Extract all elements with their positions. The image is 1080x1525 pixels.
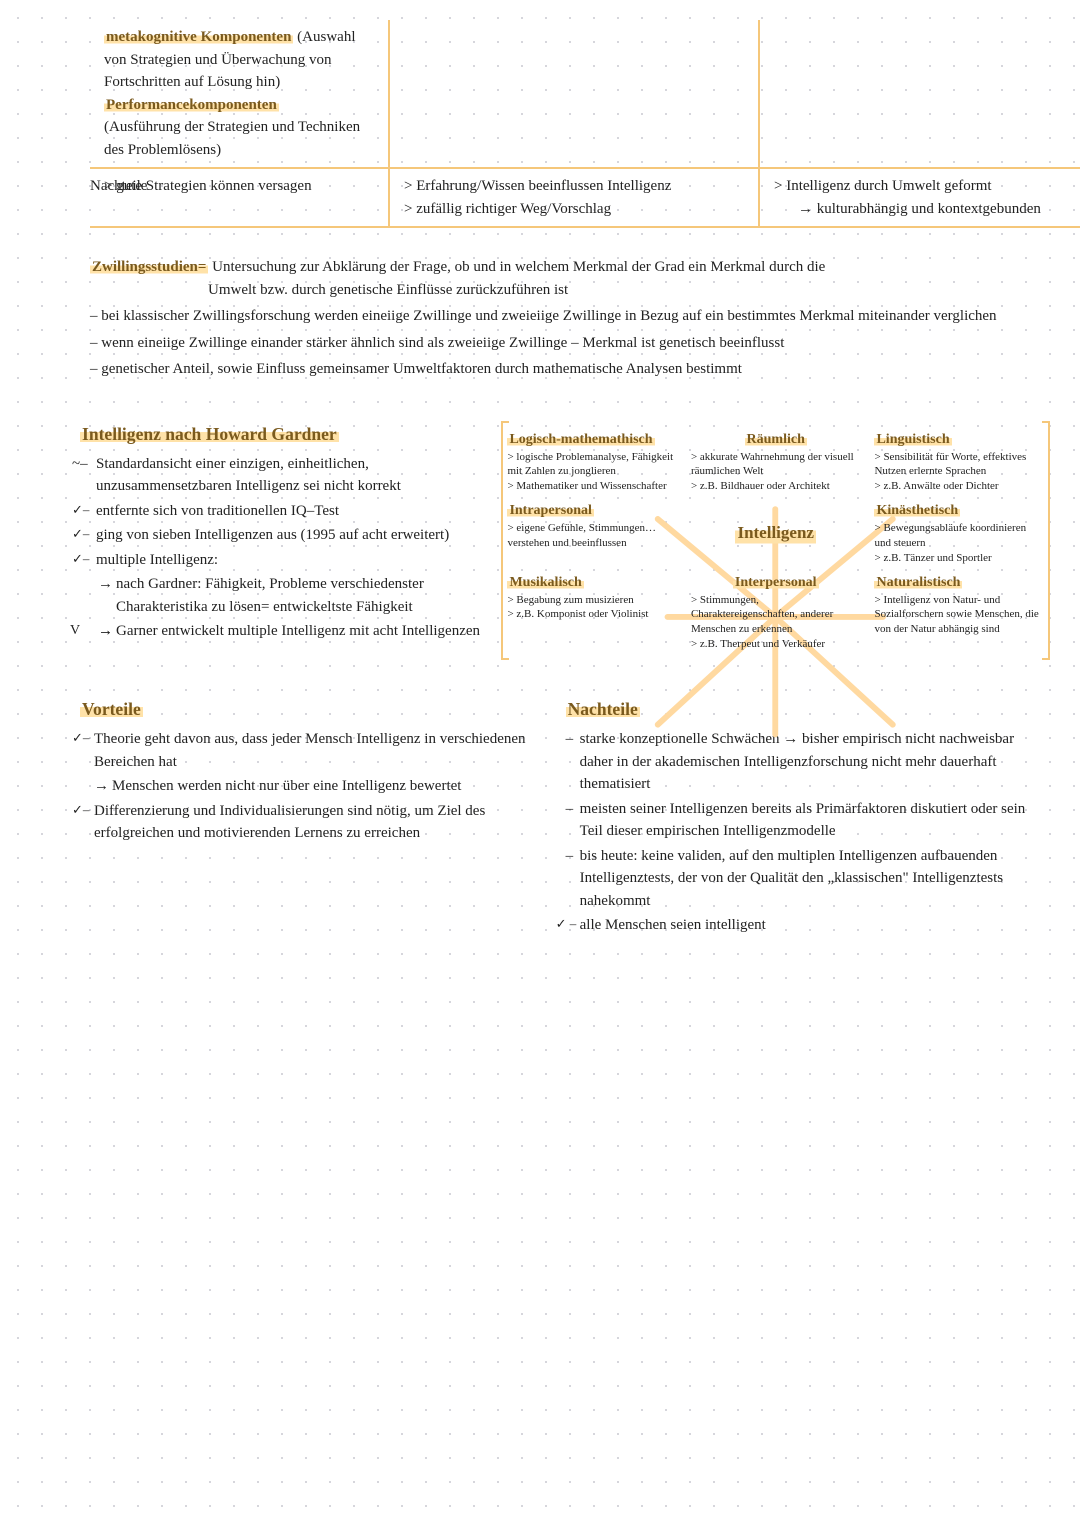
cell-naturalistisch: Naturalistisch Intelligenz von Natur- un… xyxy=(874,572,1044,652)
g-i1: Standardansicht einer einzigen, einheitl… xyxy=(80,453,481,498)
gardner-title: Intelligenz nach Howard Gardner xyxy=(80,424,339,444)
g-i3: ging von sieben Intelligenzen aus (1995 … xyxy=(80,524,481,547)
interpersonal-l2: z.B. Therpeut und Verkäufer xyxy=(691,637,861,652)
kinaesthetisch-l2: z.B. Tänzer und Sportler xyxy=(874,551,1044,566)
cell-logisch: Logisch-mathemathisch logische Probleman… xyxy=(507,429,677,495)
zw-b1: bei klassischer Zwillingsforschung werde… xyxy=(90,305,1020,328)
cell-r1c1: metakognitive Komponenten (Auswahl von S… xyxy=(90,20,390,169)
cell-intrapersonal: Intrapersonal eigene Gefühle, Stimmungen… xyxy=(507,500,677,566)
center-label: Intelligenz xyxy=(735,520,816,546)
top-table-row2: Nachteile gute Strategien können versage… xyxy=(90,169,1050,228)
logisch-l1: logische Problemanalyse, Fähigkeit mit Z… xyxy=(507,450,677,480)
t-naturalistisch: Naturalistisch xyxy=(874,575,962,590)
raeumlich-l1: akkurate Wahrnehmung der visuell räumlic… xyxy=(691,450,861,480)
v-i1s: Menschen werden nicht nur über eine Inte… xyxy=(80,775,526,798)
vorteile-title: Vorteile xyxy=(80,699,143,719)
v-i1: Theorie geht davon aus, dass jeder Mensc… xyxy=(80,728,526,773)
row-label-nachteile: Nachteile xyxy=(90,175,147,198)
gardner-wrap: Intelligenz nach Howard Gardner Standard… xyxy=(80,421,1050,660)
cell-linguistisch: Linguistisch Sensibilität für Worte, eff… xyxy=(874,429,1044,495)
r2c2a: Erfahrung/Wissen beeinflussen Intelligen… xyxy=(404,175,744,198)
cell-musikalisch: Musikalisch Begabung zum musizieren z.B.… xyxy=(507,572,677,652)
r2c2b: zufällig richtiger Weg/Vorschlag xyxy=(404,198,744,221)
t-kinaesthetisch: Kinästhetisch xyxy=(874,503,960,518)
g-sub2-text: Garner entwickelt multiple Intelligenz m… xyxy=(116,623,480,639)
g-i4: multiple Intelligenz: xyxy=(80,549,481,572)
t-intrapersonal: Intrapersonal xyxy=(507,503,593,518)
cell-center: Intelligenz xyxy=(691,500,861,566)
star-grid: Logisch-mathemathisch logische Probleman… xyxy=(507,429,1044,652)
g-i2: entfernte sich von traditionellen IQ–Tes… xyxy=(80,500,481,523)
v-i2: Differenzierung und Individualisierungen… xyxy=(80,800,526,845)
cell-r2c2: Erfahrung/Wissen beeinflussen Intelligen… xyxy=(390,169,760,228)
t-interpersonal: Interpersonal xyxy=(733,575,819,590)
musikalisch-l2: z.B. Komponist oder Violinist xyxy=(507,607,677,622)
r2c3b: kulturabhängig und kontextgebunden xyxy=(774,198,1080,221)
t-musikalisch: Musikalisch xyxy=(507,575,583,590)
def-performance: (Ausführung der Strategien und Techniken… xyxy=(104,116,374,161)
gardner-left: Intelligenz nach Howard Gardner Standard… xyxy=(80,421,491,660)
cell-interpersonal: Interpersonal Stimmungen, Charaktereigen… xyxy=(691,572,861,652)
naturalistisch-l1: Intelligenz von Natur- und Sozialforsche… xyxy=(874,593,1044,638)
linguistisch-l2: z.B. Anwälte oder Dichter xyxy=(874,479,1044,494)
term-performance: Performancekomponenten xyxy=(104,97,279,113)
interpersonal-l1: Stimmungen, Charaktereigenschaften, ande… xyxy=(691,593,861,638)
nachteile-title: Nachteile xyxy=(566,699,640,719)
n-i3: bis heute: keine validen, auf den multip… xyxy=(566,845,1050,913)
n-i2: meisten seiner Intelligenzen bereits als… xyxy=(566,798,1050,843)
star-wrap: Logisch-mathemathisch logische Probleman… xyxy=(501,421,1050,660)
zw-b3: genetischer Anteil, sowie Einfluss gemei… xyxy=(90,358,1020,381)
zw-def2: Umwelt bzw. durch genetische Einflüsse z… xyxy=(90,279,1020,302)
musikalisch-l1: Begabung zum musizieren xyxy=(507,593,677,608)
g-sub1: nach Gardner: Fähigkeit, Probleme versch… xyxy=(80,573,481,618)
cell-kinaesthetisch: Kinästhetisch Bewegungsabläufe koordinie… xyxy=(874,500,1044,566)
linguistisch-l1: Sensibilität für Worte, effektives Nutze… xyxy=(874,450,1044,480)
cell-r1c3 xyxy=(760,20,1080,169)
n-i1: starke konzeptionelle Schwächen → bisher… xyxy=(566,728,1050,796)
zw-term: Zwillingsstudien= xyxy=(90,259,208,275)
r2c3a: Intelligenz durch Umwelt geformt xyxy=(774,175,1080,198)
n-i4: alle Menschen seien intelligent xyxy=(566,914,1050,937)
zw-b2: wenn eineiige Zwillinge einander stärker… xyxy=(90,332,1020,355)
cell-raeumlich: Räumlich akkurate Wahrnehmung der visuel… xyxy=(691,429,861,495)
zw-def: Untersuchung zur Abklärung der Frage, ob… xyxy=(208,259,825,275)
vorteile-col: Vorteile Theorie geht davon aus, dass je… xyxy=(80,696,526,939)
kinaesthetisch-l1: Bewegungsabläufe koordinieren und steuer… xyxy=(874,521,1044,551)
nachteile-col: Nachteile starke konzeptionelle Schwäche… xyxy=(566,696,1050,939)
cell-r2c3: Intelligenz durch Umwelt geformt kultura… xyxy=(760,169,1080,228)
g-sub2: V→Garner entwickelt multiple Intelligenz… xyxy=(80,620,481,643)
term-metakognitive: metakognitive Komponenten xyxy=(104,29,293,45)
raeumlich-l2: z.B. Bildhauer oder Architekt xyxy=(691,479,861,494)
zwillings-section: Zwillingsstudien= Untersuchung zur Abklä… xyxy=(30,256,1050,381)
t-linguistisch: Linguistisch xyxy=(874,432,951,447)
intrapersonal-l1: eigene Gefühle, Stimmungen… verstehen un… xyxy=(507,521,677,551)
cell-r1c2 xyxy=(390,20,760,169)
vn-wrap: Vorteile Theorie geht davon aus, dass je… xyxy=(80,696,1050,939)
top-table: metakognitive Komponenten (Auswahl von S… xyxy=(90,20,1050,169)
logisch-l2: Mathematiker und Wissenschafter xyxy=(507,479,677,494)
t-raeumlich: Räumlich xyxy=(745,432,807,447)
t-logisch: Logisch-mathemathisch xyxy=(507,432,654,447)
